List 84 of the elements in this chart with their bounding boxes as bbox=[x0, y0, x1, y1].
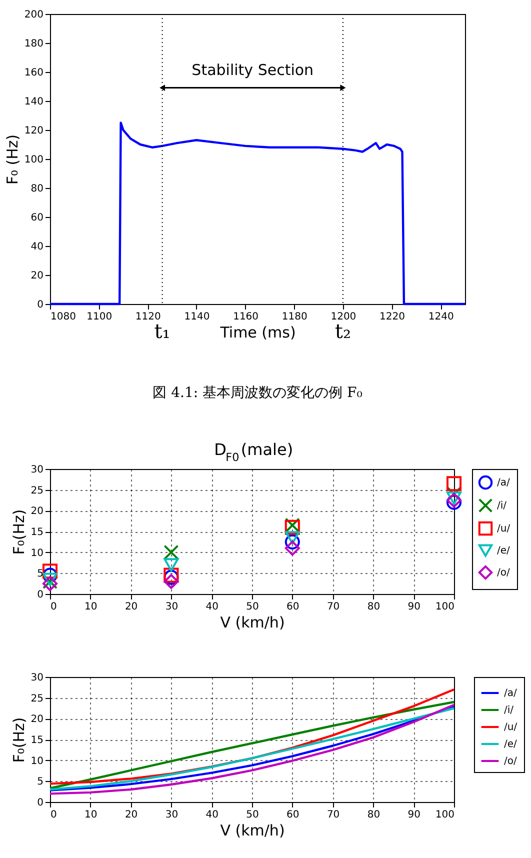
y-tick-label: 15 bbox=[30, 527, 44, 538]
y-tick-label: 0 bbox=[37, 300, 44, 310]
x-tick-label: 100 bbox=[435, 602, 454, 612]
y-tick-label: 15 bbox=[30, 735, 44, 746]
point bbox=[284, 531, 300, 544]
y-tick-label: 30 bbox=[30, 464, 44, 476]
x-tick-label: 60 bbox=[286, 602, 300, 612]
y-tick-label: 5 bbox=[37, 568, 44, 580]
y-tick-label: 25 bbox=[30, 485, 44, 496]
y-tick-label: 100 bbox=[24, 154, 44, 166]
x-tick-label: 0 bbox=[50, 810, 57, 820]
point bbox=[164, 544, 179, 560]
point bbox=[164, 574, 179, 590]
y-tick-label: 10 bbox=[30, 756, 44, 767]
y-tick-label: 80 bbox=[30, 184, 44, 194]
point bbox=[284, 540, 300, 556]
x-tick-label: 80 bbox=[367, 602, 380, 612]
point bbox=[446, 492, 462, 505]
legend-label: /a/ bbox=[504, 688, 518, 699]
point bbox=[446, 476, 462, 492]
x-tick-label: 70 bbox=[326, 602, 340, 612]
x-tick-label: 1100 bbox=[86, 312, 112, 322]
x-tick-label: 1160 bbox=[233, 312, 259, 322]
point bbox=[164, 558, 179, 572]
x-tick-label: 1080 bbox=[50, 312, 76, 322]
x-axis-title: V (km/h) bbox=[220, 614, 285, 632]
x-tick-label: 30 bbox=[165, 810, 178, 820]
x-tick-label: 1180 bbox=[282, 312, 308, 322]
y-tick-label: 5 bbox=[37, 776, 44, 788]
x-tick-label: 50 bbox=[246, 602, 259, 612]
x-tick-label: 20 bbox=[124, 810, 138, 820]
y-axis-title: F₀(Hz) bbox=[10, 509, 28, 555]
y-tick-label: 25 bbox=[30, 693, 44, 704]
legend-label: /e/ bbox=[504, 739, 518, 750]
y-tick-label: 180 bbox=[24, 38, 44, 50]
legend-label: /a/ bbox=[497, 478, 510, 488]
legend-label: /i/ bbox=[497, 500, 508, 512]
line-series bbox=[48, 122, 466, 306]
x-tick-label: 70 bbox=[326, 810, 340, 820]
x-tick-label: 1220 bbox=[380, 312, 405, 322]
y-tick-label: 0 bbox=[37, 590, 44, 600]
x-tick-label: 30 bbox=[165, 602, 178, 612]
x-tick-label: 40 bbox=[206, 602, 218, 612]
legend-label: /o/ bbox=[497, 568, 510, 578]
x-tick-label: 100 bbox=[435, 810, 454, 820]
x-tick-label: 90 bbox=[408, 810, 420, 820]
x-tick-label: 10 bbox=[84, 810, 98, 820]
x-tick-label: 50 bbox=[246, 810, 259, 820]
x-tick-label: 80 bbox=[367, 810, 380, 820]
x-axis-title: V (km/h) bbox=[220, 822, 285, 840]
y-tick-label: 60 bbox=[30, 212, 44, 224]
legend-label: /i/ bbox=[504, 705, 514, 716]
x-tick-label: 0 bbox=[50, 602, 57, 612]
y-tick-label: 0 bbox=[37, 798, 44, 808]
legend-label: /u/ bbox=[497, 524, 511, 534]
y-tick-label: 20 bbox=[30, 270, 44, 282]
legend-label: /e/ bbox=[497, 546, 511, 556]
annotation: Stability Section bbox=[192, 60, 314, 79]
x-tick-label: 10 bbox=[84, 602, 98, 612]
line-series bbox=[48, 688, 456, 785]
caption: 図 4.1: 基本周波数の変化の例 F₀ bbox=[152, 385, 363, 401]
y-axis-title: F₀ (Hz) bbox=[3, 134, 22, 185]
y-axis-title: F₀(Hz) bbox=[10, 717, 28, 763]
x-tick-label: 60 bbox=[286, 810, 300, 820]
x-tick-label: 1140 bbox=[184, 312, 210, 322]
y-tick-label: 200 bbox=[24, 10, 44, 20]
y-tick-label: 140 bbox=[24, 96, 44, 108]
y-tick-label: 10 bbox=[30, 548, 44, 559]
y-tick-label: 40 bbox=[30, 242, 44, 252]
y-tick-label: 120 bbox=[24, 126, 44, 136]
y-tick-label: 20 bbox=[30, 714, 44, 726]
x-tick-label: 90 bbox=[408, 602, 420, 612]
y-tick-label: 30 bbox=[30, 672, 44, 684]
x-tick-label: 20 bbox=[124, 602, 138, 612]
point bbox=[42, 564, 58, 579]
x-tick-label: 1240 bbox=[428, 312, 454, 322]
legend-label: /u/ bbox=[504, 722, 518, 733]
legend-label: /o/ bbox=[504, 756, 518, 767]
y-tick-label: 160 bbox=[24, 68, 44, 78]
point bbox=[42, 572, 58, 586]
x-axis-title: Time (ms) bbox=[219, 324, 296, 342]
y-tick-label: 20 bbox=[30, 506, 44, 518]
point bbox=[284, 534, 300, 550]
x-tick-label: 40 bbox=[206, 810, 218, 820]
